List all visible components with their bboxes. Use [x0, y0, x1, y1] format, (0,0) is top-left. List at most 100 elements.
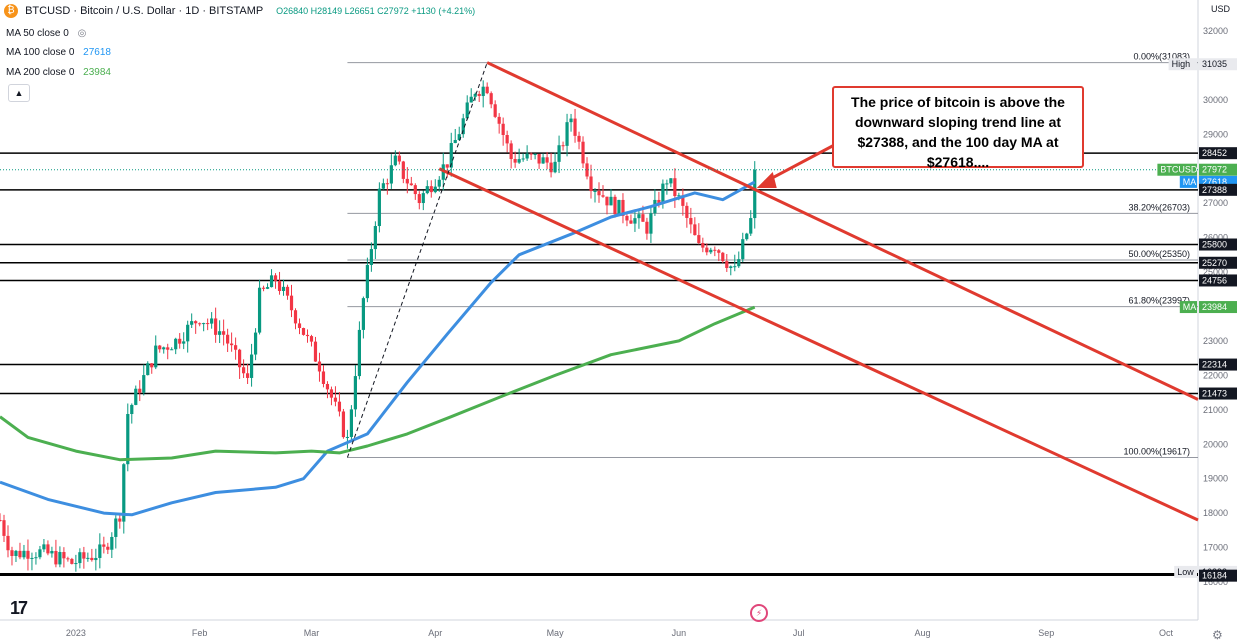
candle-body	[34, 557, 38, 559]
candle-body	[705, 247, 709, 253]
price-tag-prefix: MA	[1183, 177, 1197, 187]
candle-body	[609, 196, 613, 206]
fib-level-label: 38.20%(26703)	[1128, 202, 1190, 212]
candle-body	[605, 196, 609, 206]
candle-body	[429, 186, 433, 193]
price-tag-prefix-box	[1179, 301, 1197, 314]
chart-header: ₿ BTCUSD · Bitcoin / U.S. Dollar · 1D · …	[4, 4, 475, 18]
x-tick-label: Mar	[304, 628, 320, 638]
x-tick-label: 2023	[66, 628, 86, 638]
candle-body	[226, 334, 230, 344]
lightning-icon[interactable]: ⚡	[750, 604, 768, 622]
candle-body	[657, 199, 661, 204]
indicator-value: 27618	[83, 47, 111, 58]
candle-body	[497, 116, 501, 124]
candle-body	[573, 118, 577, 136]
candle-body	[210, 318, 214, 324]
candle-body	[222, 331, 226, 335]
candle-body	[725, 261, 729, 269]
price-tag-prefix: BTCUSD	[1160, 165, 1198, 175]
indicator-ma100[interactable]: MA 100 close 0 27618	[6, 47, 111, 58]
candle-body	[313, 341, 318, 362]
candle-body	[349, 409, 354, 437]
candle-body	[54, 550, 58, 565]
eye-off-icon[interactable]: ◎	[77, 28, 87, 39]
price-tag-label: 31035	[1202, 59, 1227, 69]
candle-body	[190, 321, 194, 325]
candle-body	[357, 329, 361, 377]
ohlc-readout: O26840 H28149 L26651 C27972 +1130 (+4.21…	[276, 5, 476, 16]
y-tick-label: 23000	[1203, 336, 1228, 346]
annotation-callout: The price of bitcoin is above the downwa…	[832, 86, 1084, 170]
ma200-line	[0, 305, 756, 462]
candle-body	[673, 178, 677, 197]
candle-body	[389, 165, 393, 184]
candle-body	[42, 544, 46, 550]
indicator-label: MA 50 close 0	[6, 28, 69, 39]
candle-body	[261, 287, 266, 289]
level-tag-label: 24756	[1202, 275, 1227, 285]
candle-body	[677, 195, 681, 197]
level-tag	[1199, 387, 1237, 400]
tradingview-logo[interactable]: 17	[10, 598, 28, 618]
candle-body	[485, 86, 489, 94]
x-tick-label: Jun	[672, 628, 687, 638]
candle-body	[22, 550, 26, 558]
candle-body	[198, 323, 202, 325]
candle-body	[589, 176, 593, 192]
candle-body	[549, 162, 553, 173]
candle-body	[186, 324, 190, 342]
candle-body	[613, 196, 617, 215]
candle-body	[110, 536, 114, 550]
x-tick-label: May	[547, 628, 565, 638]
currency-label[interactable]: USD	[1210, 4, 1230, 14]
candle-body	[305, 334, 310, 337]
candle-body	[629, 220, 633, 224]
candle-body	[701, 243, 705, 248]
candle-body	[517, 159, 521, 163]
candle-body	[417, 194, 421, 204]
level-tag	[1199, 358, 1237, 371]
fib-level-label: 100.00%(19617)	[1123, 446, 1190, 456]
candle-body	[565, 122, 569, 146]
candle-body	[689, 217, 693, 225]
candle-body	[321, 371, 326, 384]
gear-icon[interactable]: ⚙	[1212, 628, 1223, 642]
price-tag-prefix-box	[1168, 58, 1197, 71]
x-tick-label: Apr	[428, 628, 442, 638]
level-tag-label: 25270	[1202, 258, 1227, 268]
price-tag	[1199, 301, 1237, 314]
candle-body	[461, 118, 465, 135]
candle-body	[361, 298, 365, 330]
candle-body	[170, 349, 174, 351]
indicator-ma200[interactable]: MA 200 close 0 23984	[6, 67, 111, 78]
candle-body	[118, 518, 122, 522]
x-tick-label: Sep	[1038, 628, 1054, 638]
candle-body	[329, 389, 334, 398]
candle-body	[218, 331, 222, 335]
candle-body	[593, 190, 597, 192]
level-tag-label: 28452	[1202, 148, 1227, 158]
candle-body	[106, 546, 110, 550]
candle-body	[38, 549, 42, 558]
collapse-indicators-button[interactable]: ▲	[8, 84, 30, 102]
candle-body	[709, 249, 713, 253]
candle-body	[733, 266, 737, 268]
candle-body	[317, 361, 322, 372]
candle-body	[445, 164, 449, 168]
candle-body	[70, 558, 74, 564]
candle-body	[94, 557, 98, 561]
candle-body	[277, 280, 282, 292]
indicator-ma50[interactable]: MA 50 close 0 ◎	[6, 28, 86, 39]
candle-body	[405, 178, 409, 184]
candle-body	[537, 153, 541, 164]
candle-body	[625, 215, 629, 221]
candle-body	[178, 338, 182, 344]
candle-body	[265, 287, 270, 289]
candle-body	[453, 139, 457, 144]
candle-body	[289, 295, 294, 311]
annotation-arrowhead	[756, 171, 777, 188]
candle-body	[14, 550, 18, 556]
y-tick-label: 26000	[1203, 233, 1228, 243]
